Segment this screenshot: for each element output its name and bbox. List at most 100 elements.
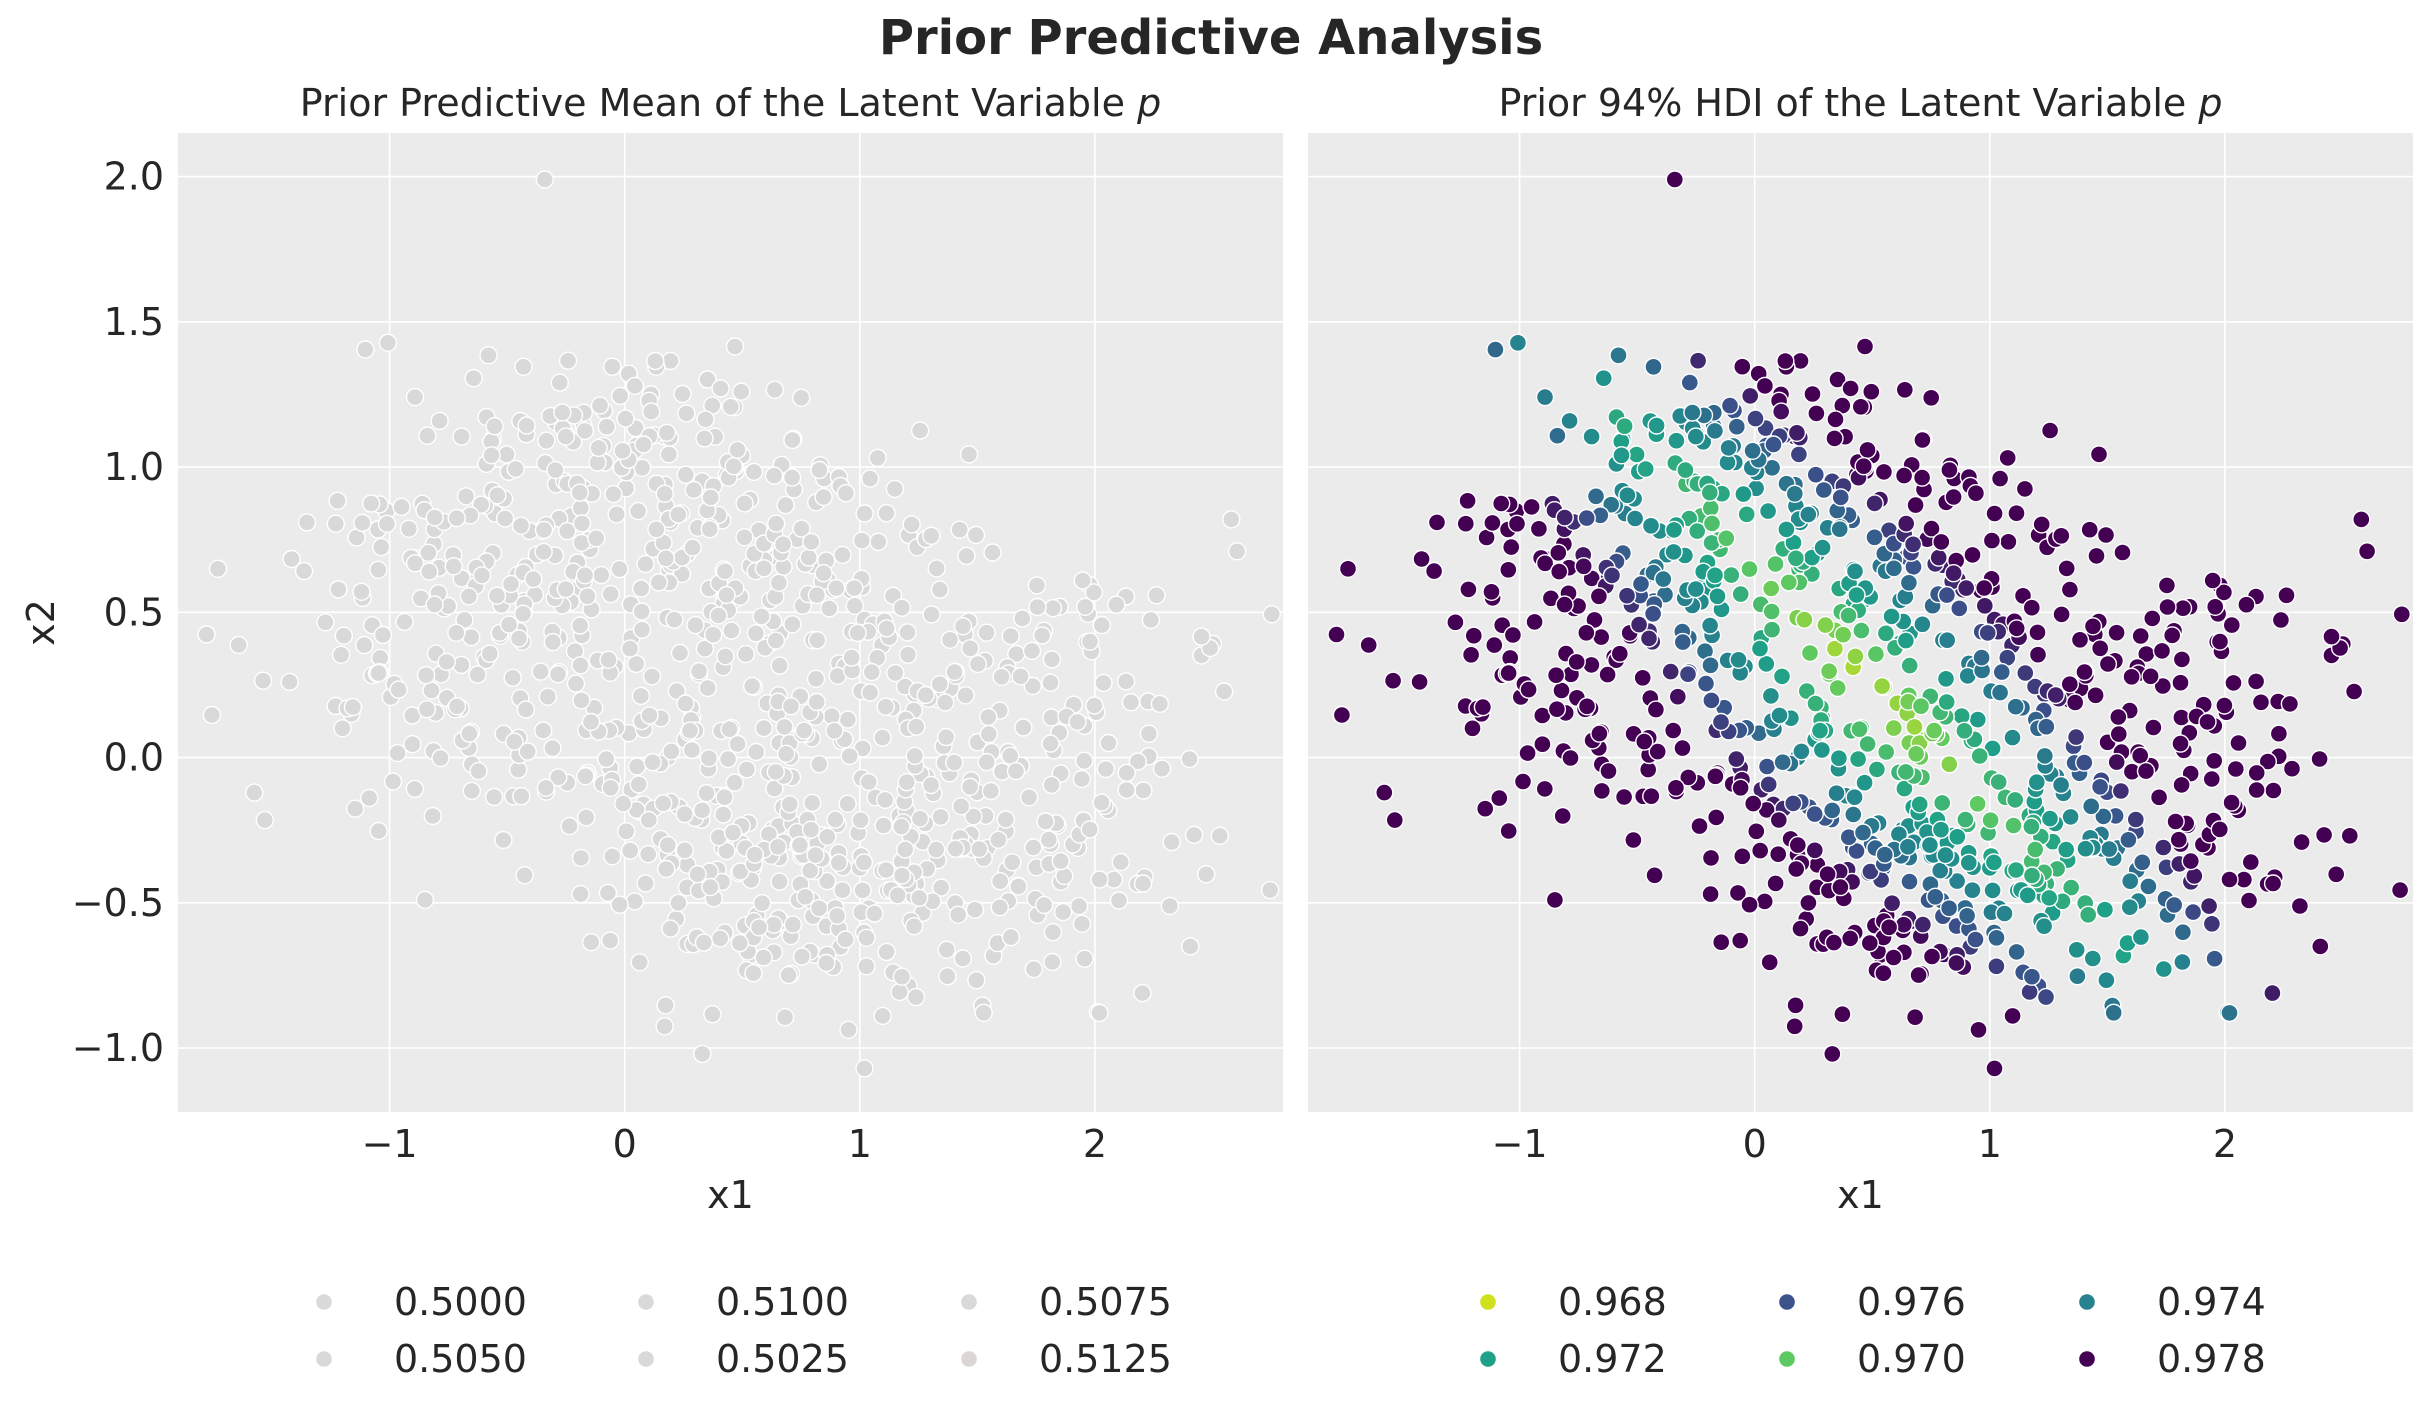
scatter-point — [2061, 878, 2081, 897]
scatter-point — [2251, 693, 2271, 712]
scatter-point — [1706, 767, 1725, 786]
scatter-point — [770, 872, 789, 891]
scatter-point — [2241, 852, 2261, 872]
scatter-point — [1661, 662, 1680, 681]
scatter-point — [1639, 629, 1659, 648]
scatter-point — [953, 617, 973, 636]
scatter-point — [1963, 545, 1982, 565]
scatter-point — [885, 479, 905, 499]
scatter-point — [1854, 457, 1873, 476]
scatter-point — [1612, 446, 1631, 465]
scatter-point — [657, 423, 677, 442]
scatter-point — [208, 559, 228, 578]
scatter-point — [2131, 626, 2150, 646]
scatter-point — [1042, 775, 1061, 795]
scatter-point — [1786, 549, 1806, 568]
scatter-point — [2222, 793, 2241, 812]
scatter-point — [2095, 900, 2115, 919]
scatter-point — [1730, 931, 1750, 950]
scatter-point — [836, 930, 855, 949]
scatter-point — [1899, 573, 1919, 592]
scatter-point — [2075, 753, 2094, 772]
scatter-point — [468, 665, 487, 684]
figure-title: Prior Predictive Analysis — [879, 10, 1543, 66]
scatter-point — [1858, 734, 1877, 754]
scatter-point — [452, 427, 471, 446]
scatter-point — [621, 841, 640, 860]
scatter-point — [1535, 387, 1555, 407]
scatter-point — [810, 460, 829, 480]
scatter-point — [447, 697, 467, 716]
scatter-point — [1947, 953, 1966, 973]
legend-marker — [2077, 1292, 2097, 1312]
panel-right: Prior 94% HDI of the Latent Variable p −1… — [1308, 81, 2413, 1217]
scatter-point — [2040, 809, 2060, 828]
scatter-point — [416, 666, 436, 685]
scatter-point — [721, 397, 740, 416]
scatter-point — [603, 357, 622, 376]
scatter-point — [329, 580, 348, 599]
scatter-point — [698, 370, 717, 389]
scatter-point — [2027, 773, 2047, 792]
scatter-point — [1800, 643, 1820, 663]
scatter-point — [1535, 554, 1555, 573]
scatter-point — [1633, 668, 1652, 687]
scatter-point — [1711, 712, 1731, 732]
scatter-point — [1546, 666, 1566, 685]
scatter-point — [1090, 1003, 1109, 1023]
scatter-point — [1816, 615, 1835, 635]
scatter-point — [1913, 615, 1932, 634]
scatter-point — [1896, 631, 1916, 650]
scatter-point — [1846, 647, 1865, 666]
scatter-point — [1882, 894, 1902, 913]
scatter-point — [1162, 832, 1181, 852]
scatter-point — [2099, 839, 2119, 859]
scatter-point — [782, 468, 802, 487]
scatter-point — [852, 531, 872, 550]
scatter-point — [1743, 441, 1762, 460]
scatter-point — [2040, 421, 2060, 440]
scatter-point — [770, 656, 789, 675]
scatter-point — [773, 535, 793, 554]
scatter-point — [255, 810, 274, 830]
scatter-point — [1773, 753, 1792, 772]
scatter-point — [1786, 996, 1805, 1015]
scatter-point — [1075, 949, 1094, 968]
scatter-point — [572, 514, 592, 533]
scatter-point — [1955, 721, 1974, 740]
scatter-point — [1865, 494, 1884, 513]
legend-item: 0.5000 — [314, 1280, 527, 1324]
scatter-point — [1549, 543, 1568, 562]
scatter-point — [767, 514, 786, 533]
scatter-point — [2264, 781, 2283, 800]
scatter-point — [538, 687, 557, 706]
scatter-point — [2282, 759, 2302, 778]
scatter-point — [1133, 874, 1153, 893]
scatter-point — [1727, 749, 1746, 769]
scatter-point — [1950, 599, 1969, 618]
scatter-point — [550, 373, 569, 392]
scatter-point — [775, 717, 794, 737]
scatter-point — [1043, 952, 1062, 972]
scatter-point — [592, 565, 611, 585]
scatter-point — [1819, 662, 1839, 681]
scatter-point — [959, 445, 979, 464]
scatter-point — [1548, 426, 1567, 445]
scatter-point — [373, 625, 393, 645]
scatter-point — [1702, 514, 1722, 533]
legend-marker — [2077, 1349, 2097, 1369]
scatter-point — [1463, 719, 1482, 738]
scatter-point — [462, 781, 481, 801]
scatter-point — [779, 965, 798, 985]
scatter-point — [2226, 759, 2246, 779]
scatter-point — [1898, 837, 1918, 856]
legend-marker — [1478, 1292, 1498, 1312]
scatter-point — [1459, 580, 1478, 599]
scatter-point — [2104, 1003, 2123, 1022]
scatter-point — [1664, 520, 1684, 540]
scatter-point — [556, 427, 575, 446]
scatter-point — [627, 654, 646, 674]
scatter-point — [1823, 1044, 1842, 1064]
scatter-point — [1719, 438, 1738, 458]
scatter-point — [667, 681, 686, 701]
